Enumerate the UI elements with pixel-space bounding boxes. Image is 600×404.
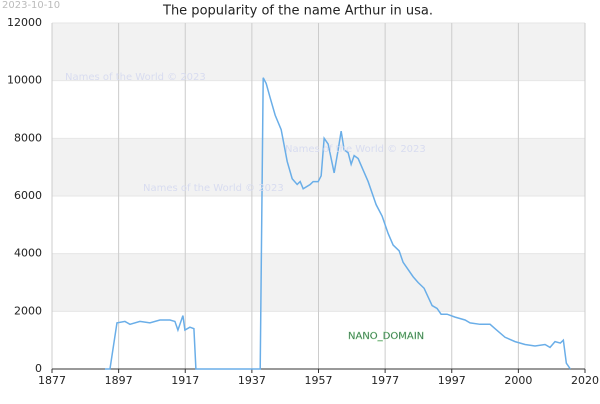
y-tick-label: 6000 [14,189,42,202]
x-tick-label: 1997 [438,374,466,387]
y-tick-label: 4000 [14,247,42,260]
line [104,77,571,370]
watermark: Names of the World © 2023 [143,183,284,194]
x-tick-label: 1897 [105,374,133,387]
date-stamp: 2023-10-10 [2,0,60,11]
x-tick-label: 1937 [238,374,266,387]
x-tick-label: 2000 [504,374,532,387]
x-tick-label: 1877 [38,374,66,387]
grid: 0 2000 4000 6000 8000 10000 12000 1877 1897 1917 1… [7,16,599,387]
x-tick-label: 1957 [305,374,333,387]
y-tick-label: 0 [35,362,42,375]
watermark: Names of the World © 2023 [65,72,206,83]
x-tick-label: 1917 [171,374,199,387]
x-tick-label: 1977 [371,374,399,387]
y-tick-label: 10000 [7,74,42,87]
y-tick-label: 12000 [7,16,42,29]
x-tick-label: 2020 [571,374,599,387]
badge: NANO_DOMAIN [348,331,424,342]
watermark: Names of the World © 2023 [285,144,426,155]
y-tick-label: 2000 [14,304,42,317]
y-tick-label: 8000 [14,131,42,144]
chart-title: The popularity of the name Arthur in usa… [162,4,433,19]
plot [104,77,571,370]
